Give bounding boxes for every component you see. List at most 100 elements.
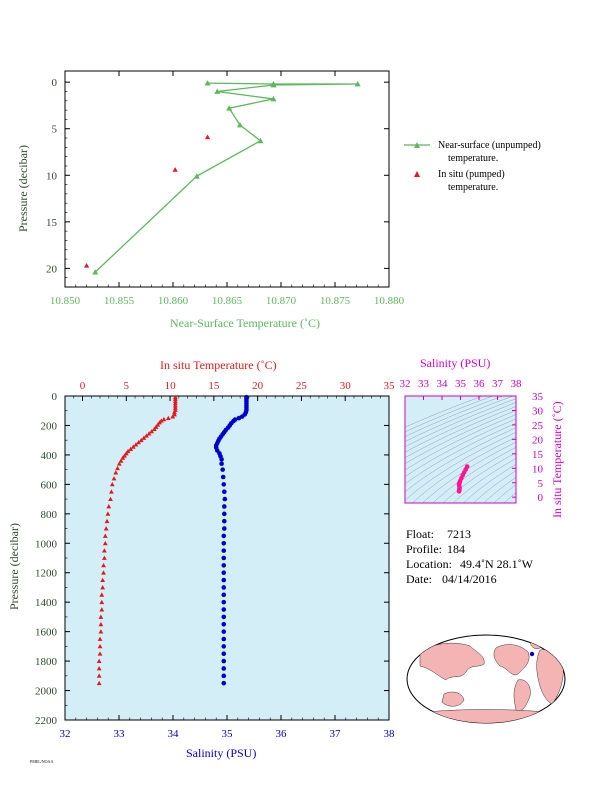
salinity-point — [221, 570, 227, 576]
ts-y-tick-label: 5 — [538, 478, 544, 490]
density-contour — [405, 396, 514, 442]
temperature-point — [136, 439, 141, 445]
top-chart-x-ticks: 10.850 10.855 10.860 10.865 10.870 10.875 10.8… — [50, 71, 405, 307]
top-chart-legend: Near-surface (unpumped) temperature. In … — [404, 140, 541, 193]
top-x-tick-label: 10.850 — [50, 295, 81, 307]
temperature-point — [97, 651, 103, 656]
salinity-point — [221, 629, 227, 634]
salinity-point — [222, 511, 227, 517]
temperature-point — [102, 540, 108, 546]
temperature-point — [109, 481, 115, 487]
float-label: Float: — [406, 527, 434, 541]
temperature-point — [120, 455, 126, 460]
temperature-point — [98, 621, 104, 627]
legend-near-text-1: Near-surface (unpumped) — [438, 140, 541, 151]
profile-y-tick-label: 2200 — [35, 715, 58, 727]
ts-xlabel: Salinity (PSU) — [420, 356, 490, 370]
temperature-point — [138, 437, 144, 443]
temperature-point — [133, 442, 139, 447]
salinity-point — [220, 467, 225, 472]
profile-y-ticks: 0 200 400 600 800 1000 1200 1400 1600 1800 2000 220… — [35, 391, 389, 727]
temperature-tick-label: 35 — [384, 380, 396, 392]
profile-temperature-label: In situ Temperature (˚C) — [160, 358, 277, 372]
salinity-point — [221, 673, 227, 679]
ts-y-tick-label: 35 — [532, 391, 544, 403]
location-value: 49.4˚N 28.1˚W — [460, 557, 534, 571]
temperature-point — [172, 398, 178, 404]
temperature-point — [116, 461, 122, 466]
salinity-point — [221, 563, 227, 568]
legend-insitu-text-2: temperature. — [448, 182, 498, 193]
legend-near-marker — [414, 142, 420, 148]
profile-y-tick-label: 400 — [41, 450, 58, 462]
map-north-america — [493, 644, 530, 676]
top-y-tick-label: 20 — [46, 263, 58, 275]
salinity-point — [222, 496, 228, 502]
temperature-point — [172, 409, 177, 415]
salinity-tick-label: 32 — [60, 728, 71, 740]
ts-diagram: 32 33 34 35 36 37 38 0 5 10 15 20 25 30 35 Salinity (… — [400, 356, 565, 518]
density-contour — [405, 402, 516, 453]
salinity-point — [221, 680, 227, 686]
ts-y-tick-label: 25 — [532, 420, 544, 432]
profile-y-tick-label: 1200 — [35, 568, 58, 580]
near-surface-point — [193, 173, 200, 179]
temperature-point — [118, 458, 124, 463]
salinity-point — [221, 577, 227, 583]
date-value: 04/14/2016 — [442, 572, 497, 586]
temperature-point — [144, 433, 149, 438]
temperature-point — [103, 526, 109, 531]
salinity-tick-label: 34 — [168, 728, 180, 740]
ts-x-tick-label: 38 — [511, 378, 523, 390]
density-contour — [493, 484, 516, 503]
top-x-tick-label: 10.855 — [104, 295, 135, 307]
salinity-point — [220, 474, 226, 480]
density-contour — [405, 432, 516, 501]
ts-points — [456, 464, 470, 494]
map-south-america — [513, 679, 531, 712]
ts-x-tick-label: 37 — [492, 378, 504, 390]
temperature-point — [104, 518, 110, 524]
salinity-point — [221, 482, 227, 487]
top-y-tick-label: 15 — [46, 217, 58, 229]
ts-y-ticks: 0 5 10 15 20 25 30 35 — [512, 391, 544, 504]
temperature-point — [96, 666, 102, 671]
world-map — [406, 634, 566, 724]
density-contour — [405, 396, 503, 437]
salinity-point — [221, 621, 227, 627]
density-contour — [405, 396, 493, 433]
density-contour — [405, 406, 516, 459]
near-surface-point — [226, 105, 233, 111]
profile-value: 184 — [447, 542, 465, 556]
salinity-tick-label: 36 — [276, 728, 288, 740]
density-contour — [405, 427, 516, 493]
salinity-point — [219, 461, 224, 467]
profile-salinity-ticks: 32 33 34 35 36 37 38 — [60, 715, 395, 740]
salinity-point — [221, 599, 227, 605]
near-surface-point — [236, 122, 243, 128]
salinity-tick-label: 33 — [114, 728, 126, 740]
top-x-tick-label: 10.870 — [266, 295, 297, 307]
profile-y-tick-label: 200 — [41, 420, 58, 432]
temperature-point — [172, 396, 178, 401]
top-y-tick-label: 0 — [52, 77, 58, 89]
top-chart-ylabel: Pressure (decibar) — [16, 145, 30, 232]
density-contour — [453, 458, 516, 503]
density-contour — [442, 452, 516, 503]
temperature-point — [130, 444, 136, 449]
temperature-point — [149, 428, 155, 434]
temperature-point — [102, 533, 108, 538]
salinity-tick-label: 35 — [222, 728, 234, 740]
float-value: 7213 — [447, 527, 471, 541]
profile-y-tick-label: 1400 — [35, 597, 58, 609]
salinity-point — [221, 636, 227, 642]
top-chart-xlabel: Near-Surface Temperature (˚C) — [170, 316, 320, 330]
density-contour — [405, 396, 483, 428]
insitu-point — [172, 167, 178, 172]
temperature-point — [96, 680, 102, 686]
float-info: Float: 7213 Profile: 184 Location: 49.4˚… — [406, 527, 534, 586]
top-x-tick-label: 10.880 — [374, 295, 405, 307]
temperature-tick-label: 30 — [340, 380, 352, 392]
profile-y-tick-label: 600 — [41, 479, 58, 491]
